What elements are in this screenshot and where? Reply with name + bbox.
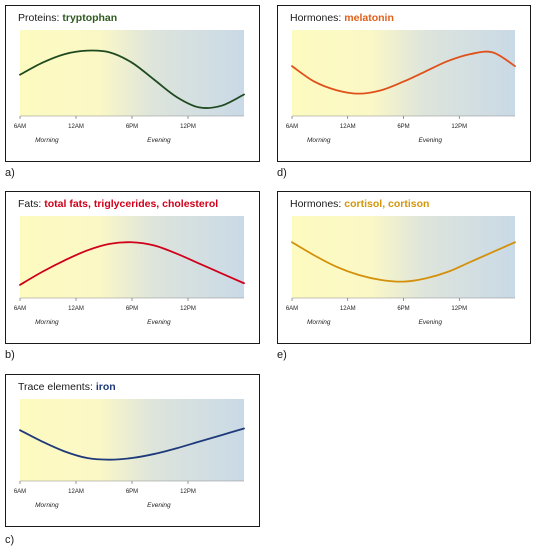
x-tick-label: 12PM: [180, 124, 196, 130]
chart-title-prefix-c: Trace elements:: [18, 381, 96, 393]
x-tick-label: 12AM: [68, 124, 84, 130]
x-tick-label: 12AM: [340, 124, 356, 130]
chart-panel-d: Hormones: melatonin 6AM 12AM 6PM 12PM Mornin…: [277, 5, 531, 162]
chart-svg-c: 6AM 12AM 6PM 12PM Morning Evening: [14, 399, 245, 509]
x-tick-label: 6AM: [14, 306, 26, 312]
series-line: [19, 49, 245, 109]
chart-title-prefix-b: Fats:: [18, 198, 45, 210]
chart-title-e: Hormones: cortisol, cortison: [290, 198, 429, 210]
chart-title-prefix-d: Hormones:: [290, 12, 345, 24]
x-tick-label: 12PM: [451, 124, 467, 130]
series-line: [291, 50, 516, 95]
period-label: Morning: [35, 137, 59, 144]
period-label: Morning: [307, 137, 331, 144]
plot-background: [292, 216, 515, 298]
panel-letter-d: d): [277, 167, 287, 179]
panel-letter-c: c): [5, 534, 15, 546]
chart-svg-e: 6AM 12AM 6PM 12PM Morning Evening: [286, 216, 516, 326]
panel-letter-a: a): [5, 167, 15, 179]
x-tick-label: 12AM: [68, 489, 84, 495]
x-tick-label: 12PM: [180, 306, 196, 312]
plot-background: [20, 399, 244, 481]
chart-panel-e: Hormones: cortisol, cortison 6AM 12AM 6PM 1…: [277, 191, 531, 344]
x-tick-label: 6PM: [126, 489, 138, 495]
chart-title-highlight-b: total fats, triglycerides, cholesterol: [44, 198, 219, 210]
period-label: Evening: [419, 137, 443, 144]
chart-title-highlight-a: tryptophan: [62, 12, 118, 24]
panel-letter-b: b): [5, 349, 15, 361]
period-label: Evening: [147, 137, 171, 144]
chart-panel-c: Trace elements: iron 6AM 12AM 6PM 12PM Morni…: [5, 374, 260, 527]
chart-panel-b: Fats: total fats, triglycerides, cholest…: [5, 191, 260, 344]
x-tick-label: 6AM: [286, 306, 298, 312]
period-label: Evening: [147, 502, 171, 509]
x-tick-label: 6PM: [126, 306, 138, 312]
panel-letter-e: e): [277, 349, 287, 361]
series-line: [291, 241, 516, 283]
period-label: Evening: [419, 319, 443, 326]
x-tick-label: 6PM: [126, 124, 138, 130]
chart-title-d: Hormones: melatonin: [290, 12, 394, 24]
x-tick-label: 6PM: [397, 124, 409, 130]
period-label: Morning: [35, 502, 59, 509]
chart-title-highlight-c: iron: [95, 381, 116, 393]
x-tick-label: 6AM: [14, 124, 26, 130]
chart-title-highlight-d: melatonin: [344, 12, 394, 24]
period-label: Morning: [35, 319, 59, 326]
plot-background: [20, 216, 244, 298]
chart-title-prefix-a: Proteins:: [18, 12, 63, 24]
x-tick-label: 12PM: [451, 306, 467, 312]
x-tick-label: 6PM: [397, 306, 409, 312]
x-tick-label: 12AM: [68, 306, 84, 312]
x-tick-label: 12PM: [180, 489, 196, 495]
x-tick-label: 6AM: [14, 489, 26, 495]
chart-title-b: Fats: total fats, triglycerides, cholest…: [18, 198, 218, 210]
chart-panel-a: Proteins: tryptophan 6AM 12AM 6PM 12PM Morni…: [5, 5, 260, 162]
plot-background: [20, 30, 244, 116]
period-label: Morning: [307, 319, 331, 326]
x-tick-label: 12AM: [340, 306, 356, 312]
period-label: Evening: [147, 319, 171, 326]
chart-svg-d: 6AM 12AM 6PM 12PM Morning Evening: [286, 30, 516, 144]
chart-title-highlight-e: cortisol, cortison: [344, 198, 430, 210]
series-line: [19, 427, 245, 461]
plot-background: [292, 30, 515, 116]
x-tick-label: 6AM: [286, 124, 298, 130]
chart-svg-a: 6AM 12AM 6PM 12PM Morning Evening: [14, 30, 245, 144]
chart-svg-b: 6AM 12AM 6PM 12PM Morning Evening: [14, 216, 245, 326]
chart-title-a: Proteins: tryptophan: [18, 12, 117, 24]
chart-title-prefix-e: Hormones:: [290, 198, 345, 210]
series-line: [19, 241, 245, 286]
chart-title-c: Trace elements: iron: [18, 381, 116, 393]
